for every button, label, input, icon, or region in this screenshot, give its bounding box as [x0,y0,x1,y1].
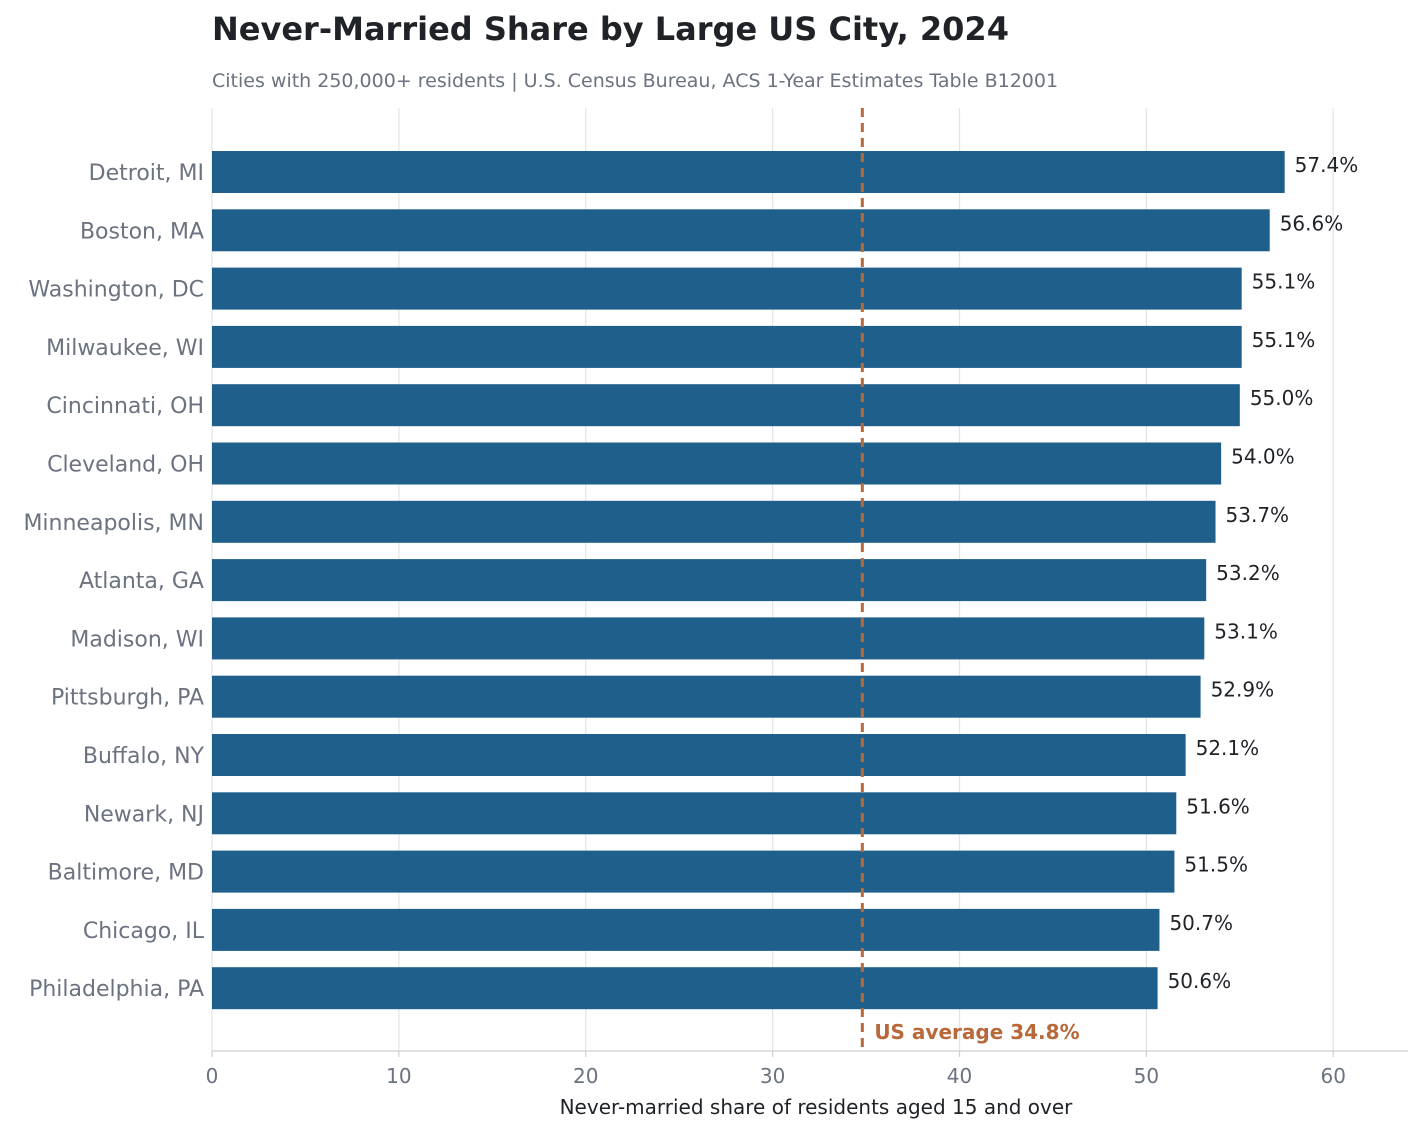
bar [212,675,1201,718]
value-label: 50.7% [1169,911,1233,935]
x-axis-title: Never-married share of residents aged 15… [560,1095,1074,1119]
category-label: Buffalo, NY [83,744,205,769]
labels: Detroit, MI 57.4% Boston, MA 56.6% Washingto… [23,153,1358,1002]
category-label: Detroit, MI [89,161,204,186]
x-tick-label: 40 [947,1064,972,1088]
reference-line-group: US average 34.8% [860,108,1080,1051]
bar [212,792,1177,835]
x-tick-label: 0 [206,1064,219,1088]
bar [212,617,1205,660]
bar [212,734,1186,776]
reference-line-label: US average 34.8% [874,1020,1079,1044]
bar [212,325,1242,368]
value-label: 55.1% [1252,270,1316,294]
bars [212,151,1285,1010]
value-label: 54.0% [1231,445,1295,469]
bar [212,267,1242,310]
bar [212,384,1240,427]
chart-title: Never-Married Share by Large US City, 20… [212,10,1009,48]
value-label: 53.7% [1226,503,1290,527]
x-tick-label: 20 [573,1064,598,1088]
bar [212,209,1270,252]
category-label: Pittsburgh, PA [51,686,204,711]
category-label: Boston, MA [80,219,204,244]
x-tick-label: 60 [1321,1064,1346,1088]
x-tick-label: 10 [386,1064,411,1088]
x-axis: 0 10 20 30 40 50 60 Never-married share of resi… [206,1050,1408,1119]
value-label: 52.1% [1196,736,1260,760]
value-label: 52.9% [1211,678,1275,702]
value-label: 53.1% [1214,619,1278,643]
bar [212,559,1207,602]
value-label: 56.6% [1280,211,1344,235]
category-label: Washington, DC [28,278,204,303]
value-label: 55.1% [1252,328,1316,352]
value-label: 50.6% [1168,969,1232,993]
bar [212,500,1216,543]
value-label: 51.5% [1184,853,1248,877]
category-label: Newark, NJ [84,802,204,827]
category-label: Cleveland, OH [47,453,204,478]
value-label: 57.4% [1295,153,1359,177]
category-label: Atlanta, GA [79,569,204,594]
value-label: 53.2% [1216,561,1280,585]
bar [212,967,1158,1010]
x-tick-label: 30 [760,1064,785,1088]
chart-subtitle: Cities with 250,000+ residents | U.S. Ce… [212,70,1059,92]
bar [212,151,1285,193]
bar [212,850,1175,893]
category-label: Madison, WI [70,627,204,652]
category-label: Minneapolis, MN [23,511,204,536]
category-label: Chicago, IL [83,919,205,944]
category-label: Philadelphia, PA [29,977,204,1002]
category-label: Milwaukee, WI [46,336,204,361]
bar [212,908,1160,951]
category-label: Cincinnati, OH [46,394,204,419]
value-label: 55.0% [1250,386,1314,410]
bar [212,442,1222,485]
x-tick-label: 50 [1134,1064,1159,1088]
category-label: Baltimore, MD [48,861,204,886]
value-label: 51.6% [1186,794,1250,818]
